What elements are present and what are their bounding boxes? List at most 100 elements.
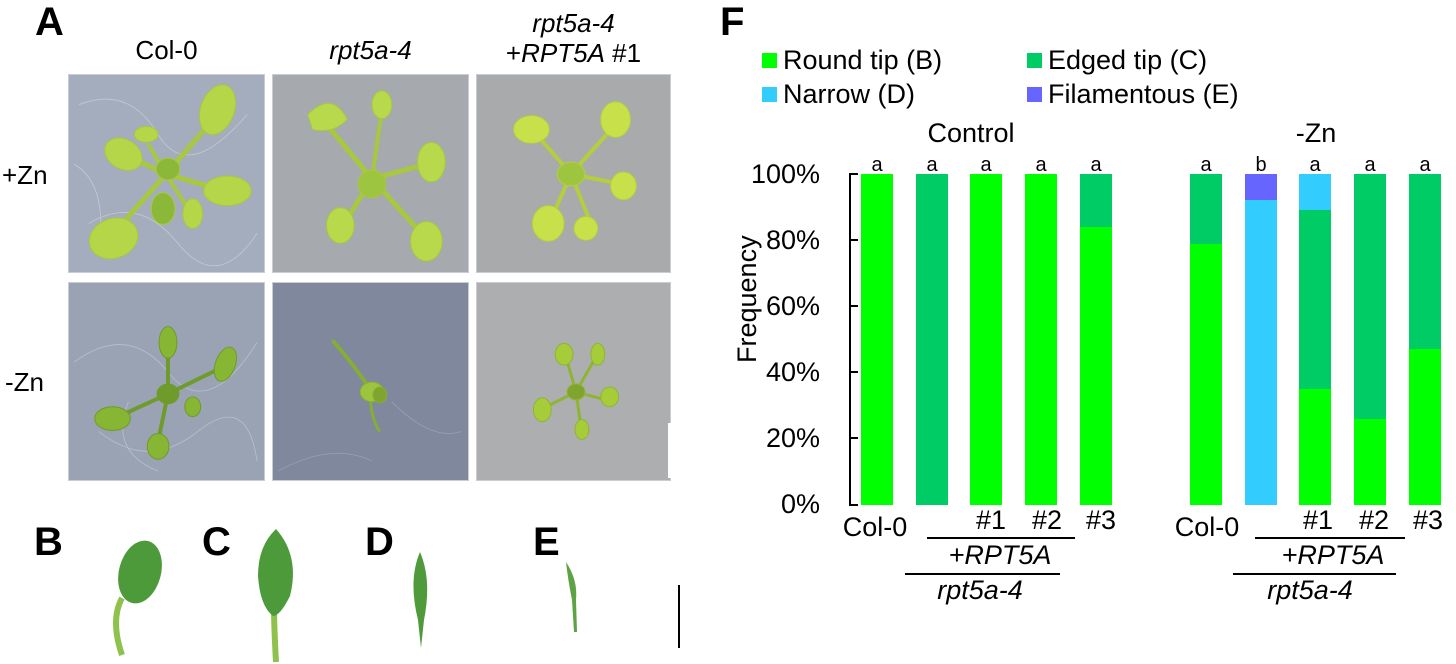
x-label-control-transgene: +RPT5A xyxy=(930,540,1070,570)
significance-letter: b xyxy=(1255,154,1267,176)
y-tick-mark xyxy=(849,504,858,506)
legend-narrow: Narrow (D) xyxy=(762,78,915,110)
leaf-filamentous xyxy=(566,562,577,632)
bar-segment-edged xyxy=(1409,174,1441,350)
legend-swatch-round xyxy=(762,52,777,68)
y-tick-mark xyxy=(849,239,858,241)
x-label-minus-zn-line1: #1 xyxy=(1302,505,1334,535)
legend-round-tip: Round tip (B) xyxy=(762,44,942,76)
seedling-image xyxy=(73,326,258,472)
x-label-control-line1: #1 xyxy=(975,505,1007,535)
panel-letter-d: D xyxy=(365,520,394,564)
x-label-minus-zn-transgene: +RPT5A xyxy=(1258,540,1408,570)
panel-letter-c: C xyxy=(202,520,231,564)
y-tick-mark xyxy=(849,437,858,439)
y-tick-20: 20% xyxy=(765,423,820,453)
panel-letter-e: E xyxy=(533,520,560,564)
y-tick-mark xyxy=(849,173,858,175)
legend-label: Narrow (D) xyxy=(783,79,915,109)
seedling-image xyxy=(532,342,620,440)
column-header-complemented-line1: rpt5a-4 xyxy=(532,8,615,38)
x-label-control-background: rpt5a-4 xyxy=(937,575,1023,605)
photo-rpt5a-4-plus-zn xyxy=(272,74,469,273)
significance-letter: a xyxy=(1419,154,1431,176)
bar-segment-round xyxy=(1354,418,1386,505)
significance-letter: a xyxy=(871,154,883,176)
bar-segment-round xyxy=(970,174,1002,505)
y-tick-mark xyxy=(849,371,858,373)
y-axis-line xyxy=(849,173,851,506)
significance-letter: a xyxy=(926,154,938,176)
bracket-line-background xyxy=(905,573,1060,575)
bracket-line-background xyxy=(1233,573,1396,575)
bar-segment-filamentous xyxy=(1245,174,1277,201)
x-label-minus-zn-background: rpt5a-4 xyxy=(1267,575,1353,605)
panel-letter-b: B xyxy=(34,520,63,564)
bar-segment-round xyxy=(1080,226,1112,505)
panel-letter-f: F xyxy=(720,0,745,44)
leaf-round-tip xyxy=(113,540,162,656)
photo-col0-plus-zn xyxy=(68,74,265,273)
group-title-minus-zn: -Zn xyxy=(1295,118,1337,148)
column-header-rpt5a-4: rpt5a-4 xyxy=(329,35,412,65)
legend-label: Round tip (B) xyxy=(783,45,943,75)
bar-control-0 xyxy=(861,174,893,505)
group-title-control: Control xyxy=(927,118,1015,148)
significance-letter: a xyxy=(1090,154,1102,176)
significance-letter: a xyxy=(1309,154,1321,176)
bar-segment-narrow xyxy=(1245,200,1277,505)
bar-minus-zn-3 xyxy=(1354,174,1386,505)
bar-segment-edged xyxy=(1299,210,1331,390)
y-tick-0: 0% xyxy=(780,489,820,519)
legend-edged-tip: Edged tip (C) xyxy=(1027,44,1207,76)
leaf-narrow xyxy=(413,552,428,648)
significance-letter: a xyxy=(1364,154,1376,176)
gene-name: RPT5A xyxy=(521,38,605,68)
seedling-image xyxy=(513,101,637,242)
bar-minus-zn-4 xyxy=(1409,174,1441,505)
legend-swatch-filamentous xyxy=(1027,86,1042,102)
bar-control-3 xyxy=(1025,174,1057,505)
legend-label: Edged tip (C) xyxy=(1048,45,1208,75)
bar-segment-edged xyxy=(916,174,948,505)
bracket-line-transgene xyxy=(1255,537,1405,539)
bar-minus-zn-2 xyxy=(1299,174,1331,505)
bar-minus-zn-1 xyxy=(1245,174,1277,505)
scale-bar-b-e xyxy=(678,585,680,648)
x-label-minus-zn-col0: Col-0 xyxy=(1174,512,1240,542)
y-tick-60: 60% xyxy=(765,291,820,321)
column-header-col0: Col-0 xyxy=(135,35,198,65)
bar-segment-round xyxy=(1299,389,1331,505)
column-header-complemented: rpt5a-4 +RPT5A #1 xyxy=(476,8,671,68)
line-number: #1 xyxy=(604,38,642,68)
bar-segment-edged xyxy=(1080,174,1112,227)
significance-letter: a xyxy=(1035,154,1047,176)
scale-bar-a xyxy=(668,423,671,478)
y-tick-mark xyxy=(849,305,858,307)
significance-letter: a xyxy=(1200,154,1212,176)
x-label-minus-zn-line3: #3 xyxy=(1412,505,1444,535)
photo-col0-minus-zn xyxy=(68,282,265,481)
bracket-line-transgene xyxy=(927,537,1075,539)
photo-complemented-minus-zn xyxy=(476,282,671,481)
panel-letter-a: A xyxy=(35,0,64,44)
y-tick-80: 80% xyxy=(765,225,820,255)
row-header-minus-zn: -Zn xyxy=(5,367,44,397)
y-tick-100: 100% xyxy=(750,159,820,189)
photo-complemented-plus-zn xyxy=(476,74,671,273)
bar-segment-round xyxy=(861,174,893,505)
y-tick-40: 40% xyxy=(765,357,820,387)
transgene-text: +RPT5A xyxy=(948,540,1052,570)
significance-letter: a xyxy=(980,154,992,176)
plus-sign: + xyxy=(505,38,522,68)
bar-control-2 xyxy=(970,174,1002,505)
seedling-image xyxy=(73,84,258,267)
bar-segment-narrow xyxy=(1299,174,1331,211)
bar-minus-zn-0 xyxy=(1190,174,1222,505)
x-label-control-line2: #2 xyxy=(1031,505,1063,535)
row-header-plus-zn: +Zn xyxy=(2,160,48,190)
seedling-image xyxy=(277,339,462,472)
bar-segment-round xyxy=(1190,243,1222,505)
legend-swatch-edged xyxy=(1027,52,1042,68)
x-label-minus-zn-line2: #2 xyxy=(1358,505,1390,535)
